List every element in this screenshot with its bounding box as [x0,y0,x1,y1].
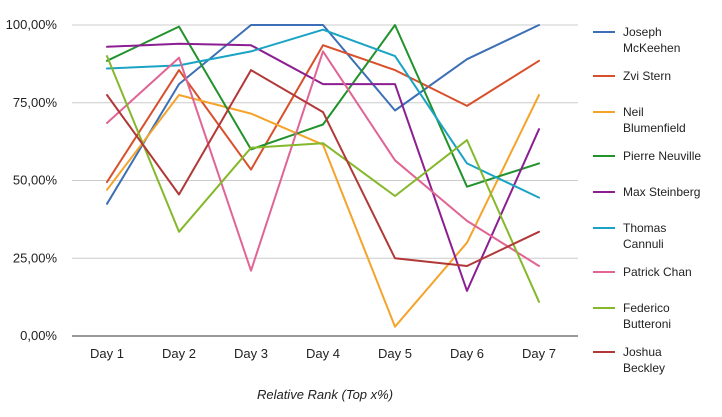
y-tick-label: 25,00% [13,250,58,265]
series-line [106,24,540,188]
series-line [106,28,540,199]
series-line [106,50,540,272]
series-line [106,94,540,328]
legend-label: Butteroni [623,317,671,331]
legend-item: Thomas Cannuli [593,221,666,251]
series-line [106,24,540,205]
legend-label: Cannuli [623,237,664,251]
series-line [106,69,540,267]
legend: Joseph McKeehen Zvi Stern Neil Blumenfield Pi… [593,25,701,375]
x-tick-label: Day 4 [306,346,340,361]
y-tick-label: 75,00% [13,95,58,110]
legend-item: Neil Blumenfield [593,105,686,135]
legend-label: Beckley [623,361,665,375]
y-axis-ticks: 0,00% 25,00% 50,00% 75,00% 100,00% [6,17,58,343]
x-tick-label: Day 1 [90,346,124,361]
legend-item: Joshua Beckley [593,345,665,375]
y-tick-label: 50,00% [13,173,58,188]
legend-item: Pierre Neuville [593,149,701,163]
legend-label: Patrick Chan [623,265,692,279]
x-axis-title: Relative Rank (Top x%) [257,387,393,402]
gridlines [72,24,578,337]
legend-item: Zvi Stern [593,69,671,83]
series-lines [106,24,540,328]
x-tick-label: Day 2 [162,346,196,361]
legend-label: Zvi Stern [623,69,671,83]
x-tick-label: Day 7 [522,346,556,361]
legend-label: Federico [623,301,670,315]
legend-item: Max Steinberg [593,185,700,199]
legend-label: Joshua [623,345,662,359]
legend-label: Blumenfield [623,121,686,135]
legend-label: McKeehen [623,41,680,55]
legend-item: Federico Butteroni [593,301,671,331]
legend-label: Neil [623,105,644,119]
series-line [106,55,540,303]
legend-label: Pierre Neuville [623,149,701,163]
legend-label: Max Steinberg [623,185,700,199]
legend-item: Joseph McKeehen [593,25,680,55]
x-tick-label: Day 6 [450,346,484,361]
legend-label: Joseph [623,25,662,39]
x-tick-label: Day 3 [234,346,268,361]
series-line [106,42,540,292]
x-tick-label: Day 5 [378,346,412,361]
y-tick-label: 100,00% [6,17,58,32]
series-line [106,44,540,184]
y-tick-label: 0,00% [20,328,57,343]
legend-label: Thomas [623,221,666,235]
legend-item: Patrick Chan [593,265,692,279]
x-axis-ticks: Day 1 Day 2 Day 3 Day 4 Day 5 Day 6 Day 7 [90,346,556,361]
